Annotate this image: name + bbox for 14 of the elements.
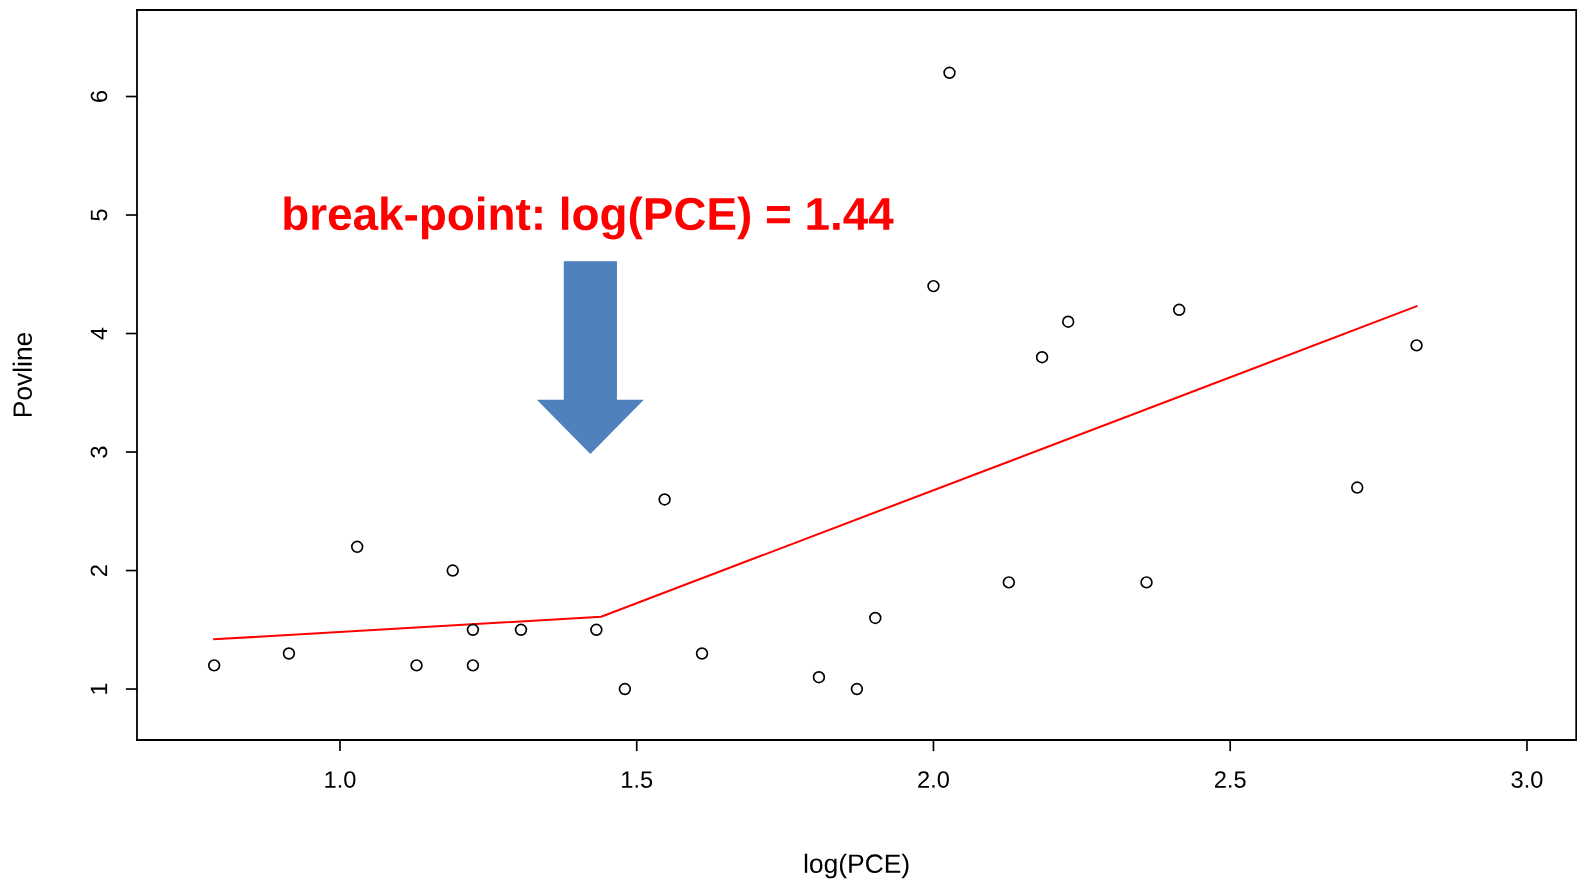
x-axis-title: log(PCE) <box>804 853 909 879</box>
x-tick-label: 2.0 <box>918 771 949 788</box>
y-axis-title: Povline <box>12 332 32 417</box>
x-tick-label: 2.5 <box>1214 771 1246 788</box>
y-tick-label: 6 <box>90 90 108 102</box>
x-tick-label: 1.5 <box>622 771 653 788</box>
x-tick-label: 1.0 <box>325 771 356 788</box>
y-tick-label: 2 <box>90 565 108 576</box>
y-tick-label: 3 <box>90 446 108 458</box>
y-tick-label: 4 <box>90 327 108 340</box>
y-tick-label: 1 <box>90 683 108 694</box>
x-tick-label: 3.0 <box>1511 771 1543 788</box>
annotation: break-point: log(PCE) = 1.44 <box>284 196 894 240</box>
y-tick-label: 5 <box>90 209 108 221</box>
